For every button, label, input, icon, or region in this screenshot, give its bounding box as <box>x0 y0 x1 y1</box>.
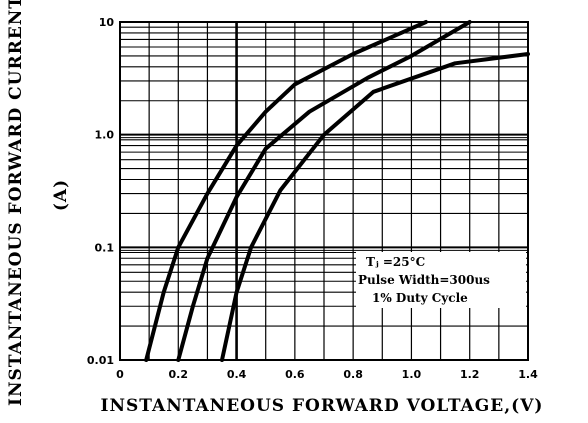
plot-frame <box>119 21 529 361</box>
x-axis-title: INSTANTANEOUS FORWARD VOLTAGE,(V) <box>101 396 544 416</box>
series-group <box>144 20 530 362</box>
x-tick-label: 0.6 <box>285 368 305 381</box>
annotation-box <box>356 252 526 308</box>
x-tick-label: 1.2 <box>460 368 480 381</box>
y-axis-title-line1: INSTANTANEOUS FORWARD CURRENT, <box>6 0 26 406</box>
grid <box>120 22 528 360</box>
x-tick-label: 0.2 <box>169 368 189 381</box>
y-tick-label: 1.0 <box>95 129 115 142</box>
annotation-duty-cycle: 1% Duty Cycle <box>372 291 468 305</box>
x-tick-labels: 0 0.2 0.4 0.6 0.8 1.0 1.2 1.4 <box>116 368 538 381</box>
y-tick-label: 0.1 <box>95 241 115 254</box>
y-tick-labels: 0.01 0.1 1.0 10 <box>87 16 114 367</box>
annotation-pulse-width: Pulse Width=300us <box>358 273 490 287</box>
x-tick-label: 0.4 <box>227 368 247 381</box>
y-axis-title-line2: (A) <box>51 179 71 211</box>
series-line-3 <box>220 52 530 362</box>
y-tick-label: 0.01 <box>87 354 114 367</box>
x-tick-label: 0.8 <box>343 368 363 381</box>
x-tick-label: 0 <box>116 368 124 381</box>
x-tick-label: 1.0 <box>402 368 422 381</box>
series-line-1 <box>144 20 428 362</box>
y-tick-label: 10 <box>99 16 115 29</box>
x-tick-label: 1.4 <box>518 368 538 381</box>
series-line-2 <box>176 20 472 362</box>
annotation-temperature: Tⱼ =25°C <box>366 255 425 269</box>
